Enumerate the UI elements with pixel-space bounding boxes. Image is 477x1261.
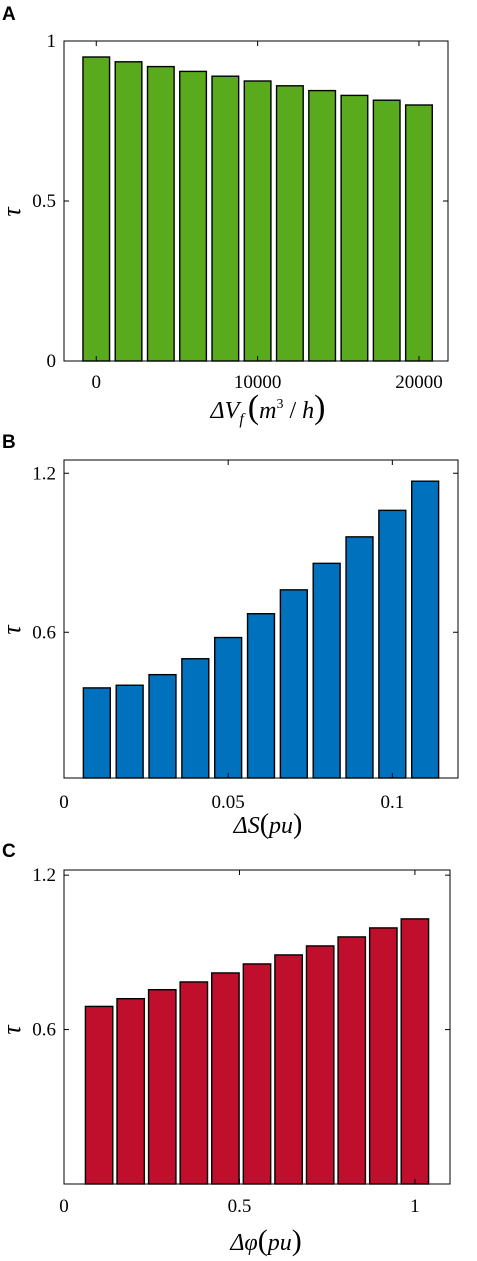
- panel-a-xlabel: ΔVf (m3 / h): [210, 389, 326, 428]
- panel-c-bar: [211, 972, 240, 1185]
- panel-c-bar: [400, 918, 430, 1185]
- panel-b-bar: [279, 589, 308, 779]
- panel-a-bar: [275, 85, 304, 362]
- panel-c-plot: 0 0.5 1 0.6 1.2: [32, 865, 451, 1217]
- panel-b-bar: [148, 673, 177, 779]
- panel-c: C 0 0.5 1 0.6 1.2 τ Δφ(pu): [0, 841, 451, 1257]
- panel-c-ytick-label: 1.2: [32, 865, 56, 886]
- panel-b-ylabel: τ: [0, 624, 26, 635]
- panel-b-bar: [411, 480, 440, 779]
- panel-c-bar: [242, 963, 272, 1185]
- panel-a-bar: [308, 89, 337, 362]
- panel-b-axes-box: [63, 459, 459, 779]
- panel-b-plot: 0 0.05 0.1 0.6 1.2: [32, 459, 459, 813]
- panel-a-bar: [179, 70, 208, 362]
- panel-a-plot: 0 10000 20000 0 0.5 1: [32, 31, 449, 393]
- panel-b-ylabel-text: τ: [0, 624, 26, 635]
- panel-a-bar: [340, 94, 369, 362]
- panel-c-ytick-label: 0.6: [32, 1020, 56, 1041]
- panel-a-bar: [146, 65, 175, 362]
- panel-a-bar: [404, 104, 433, 362]
- panel-c-ylabel-text: τ: [0, 1024, 26, 1035]
- panel-a-ytick-label: 1: [47, 31, 57, 52]
- panel-c-bar: [116, 997, 146, 1185]
- panel-c-bar: [274, 954, 303, 1185]
- panel-a: A 0 10000 20000 0 0.5 1 τ ΔVf(m3 / h): [0, 4, 449, 428]
- panel-a-bar: [243, 80, 272, 362]
- panel-b-letter: B: [2, 432, 16, 453]
- panel-c-xtick-label: 1: [410, 1196, 420, 1217]
- panel-a-bar: [211, 75, 240, 362]
- panel-c-bar: [179, 981, 209, 1185]
- panel-b-bar: [82, 687, 111, 779]
- panel-b-ytick-label: 1.2: [32, 463, 56, 484]
- panel-b-bar: [312, 562, 341, 779]
- panel-b-xtick-label: 0: [59, 792, 69, 813]
- panel-a-xtick-label: 20000: [395, 372, 443, 393]
- panel-b: B 0 0.05 0.1 0.6 1.2 τ ΔS(pu): [0, 432, 459, 840]
- panel-a-bar: [114, 61, 143, 362]
- panel-c-bar: [147, 988, 177, 1185]
- panel-b-xtick-label: 0.05: [212, 792, 245, 813]
- panel-c-letter: C: [2, 841, 16, 862]
- panel-c-xtick-label: 0.5: [228, 1196, 252, 1217]
- panel-a-letter: A: [2, 4, 16, 25]
- panel-c-ylabel: τ: [0, 1024, 26, 1035]
- panel-c-bar: [84, 1005, 114, 1185]
- panel-b-xtick-label: 0.1: [380, 792, 404, 813]
- panel-c-bar: [305, 945, 335, 1185]
- panel-a-bar: [82, 56, 111, 362]
- panel-a-xtick-label: 0: [92, 372, 102, 393]
- panel-a-ylabel: τ: [0, 206, 26, 217]
- panel-c-bar: [337, 936, 367, 1185]
- panel-a-ytick-label: 0.5: [32, 191, 56, 212]
- panel-c-axes-box: [63, 869, 451, 1185]
- panel-c-bar: [368, 927, 398, 1185]
- panel-a-bar: [372, 99, 401, 362]
- panel-b-ytick-label: 0.6: [32, 622, 56, 643]
- panel-a-xtick-label: 10000: [234, 372, 282, 393]
- panel-c-xtick-label: 0: [59, 1196, 69, 1217]
- panel-b-bar: [246, 613, 276, 779]
- panel-b-bar: [345, 536, 374, 779]
- panel-c-xlabel: Δφ(pu): [229, 1224, 301, 1257]
- panel-b-bar: [214, 636, 243, 779]
- panel-b-bar: [181, 658, 210, 779]
- panel-a-ylabel-text: τ: [0, 206, 26, 217]
- panel-a-ytick-label: 0: [47, 351, 57, 372]
- panel-b-bar: [378, 509, 407, 779]
- panel-b-xlabel: ΔS(pu): [233, 809, 303, 840]
- panel-b-bar: [115, 684, 144, 779]
